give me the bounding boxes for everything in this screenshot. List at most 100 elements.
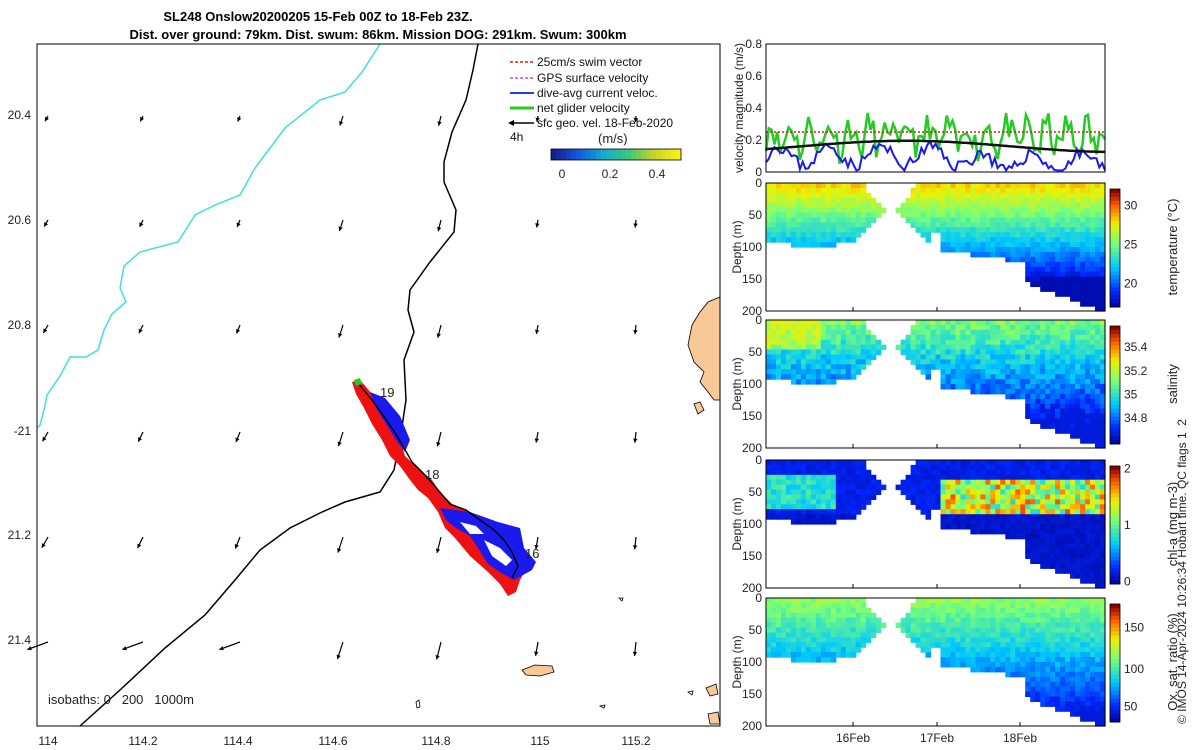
section-cell — [1040, 187, 1046, 194]
section-cell — [800, 354, 807, 360]
section-cell — [985, 499, 991, 505]
section-cell — [920, 354, 927, 360]
section-cell — [830, 460, 837, 466]
legend-label-net: net glider velocity — [537, 101, 630, 115]
section-cell — [905, 632, 912, 638]
sfc-velocity-arrowhead — [534, 329, 540, 335]
section-cell — [965, 320, 971, 326]
section-cell — [1100, 281, 1106, 287]
section-cell — [1045, 398, 1051, 405]
section-cell — [1030, 207, 1036, 214]
section-cell — [1030, 413, 1036, 419]
section-cell — [1055, 671, 1061, 678]
colorbar-segment — [1110, 404, 1120, 410]
section-cell — [825, 652, 832, 658]
section-cell — [1030, 696, 1036, 702]
section-cell — [785, 622, 792, 629]
colorbar-segment — [1110, 560, 1120, 565]
colorbar-segment — [1110, 536, 1120, 542]
section-cell — [790, 499, 797, 505]
section-cell — [840, 509, 847, 515]
section-cell — [1085, 543, 1091, 550]
section-cell — [995, 187, 1001, 194]
section-cell — [1065, 398, 1071, 405]
section-cell — [825, 242, 832, 248]
section-cell — [771, 509, 777, 515]
colorbar-segment — [596, 149, 602, 160]
section-cell — [1010, 222, 1016, 228]
section-cell — [1075, 563, 1081, 569]
section-cell — [965, 617, 971, 624]
section-cell — [1030, 622, 1036, 629]
section-cell — [830, 320, 837, 326]
section-cell — [910, 212, 917, 218]
section-cell — [990, 632, 996, 638]
section-cell — [1020, 484, 1026, 491]
section-cell — [925, 622, 932, 629]
section-cell — [1070, 281, 1076, 287]
section-cell — [1100, 354, 1106, 360]
section-cell — [1035, 403, 1041, 410]
section-cell — [985, 374, 991, 380]
section-cell — [960, 598, 966, 604]
section-cell — [1015, 533, 1021, 540]
section-cell — [925, 504, 932, 510]
colorbar-segment — [1110, 702, 1120, 707]
section-cell — [975, 388, 981, 395]
section-cell — [855, 232, 862, 238]
section-cell — [1075, 281, 1081, 287]
section-cell — [766, 464, 772, 471]
section-cell — [835, 364, 842, 370]
section-cell — [815, 369, 822, 375]
section-cell — [900, 344, 907, 351]
section-cell — [1075, 494, 1081, 500]
section-cell — [795, 602, 802, 609]
section-cell — [1025, 232, 1031, 238]
section-cell — [915, 489, 922, 495]
section-cell — [975, 183, 981, 189]
section-cell — [940, 617, 947, 624]
section-cell — [980, 598, 986, 604]
section-cell — [830, 652, 837, 658]
section-cell — [1090, 617, 1096, 624]
section-cell — [1080, 533, 1086, 540]
section-cell — [1030, 479, 1036, 486]
green-start-marker — [354, 378, 362, 386]
section-cell — [1090, 519, 1096, 525]
section-cell — [1045, 519, 1051, 525]
section-cell — [980, 617, 986, 624]
colorbar-segment — [1110, 436, 1120, 441]
section-cell — [990, 514, 996, 520]
section-cell — [925, 320, 932, 326]
section-cell — [810, 217, 817, 223]
section-cell — [1045, 413, 1051, 419]
section-cell — [835, 514, 842, 520]
section-cell — [835, 192, 842, 199]
section-cell — [950, 379, 957, 385]
section-cell — [870, 622, 877, 629]
section-cell — [1100, 489, 1106, 495]
section-cell — [795, 364, 802, 370]
section-cell — [920, 509, 927, 515]
section-cell — [950, 622, 957, 629]
section-cell — [820, 354, 827, 360]
section-cell — [1095, 627, 1101, 633]
section-cell — [995, 354, 1001, 360]
section-cell — [960, 217, 966, 223]
section-cell — [1040, 398, 1046, 405]
section-cell — [980, 364, 986, 370]
section-cell — [1085, 617, 1091, 624]
section-cell — [1090, 202, 1096, 209]
section-cell — [1015, 632, 1021, 638]
section-cell — [1075, 558, 1081, 564]
section-cell — [930, 212, 937, 218]
section-cell — [915, 207, 922, 214]
section-cell — [781, 652, 787, 658]
section-cell — [790, 514, 797, 520]
colorbar-segment — [1110, 663, 1120, 668]
section-cell — [850, 187, 857, 194]
section-cell — [975, 374, 981, 380]
section-cell — [1080, 701, 1086, 707]
sfc-velocity-arrowhead — [534, 544, 539, 550]
section-cell — [815, 652, 822, 658]
